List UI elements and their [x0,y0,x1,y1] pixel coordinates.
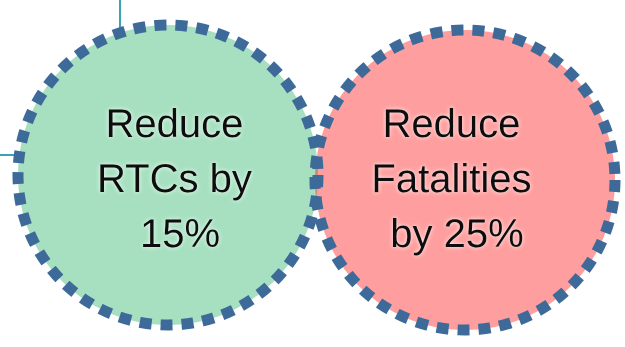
circle-fatalities-border [309,24,621,336]
circle-fatalities-line-3: by 25% [390,212,523,256]
circle-fatalities-fill [315,30,615,330]
circle-rtcs-border [12,19,324,331]
circle-fatalities-line-2: Fatalities [371,157,531,201]
circle-rtcs-label: Reduce RTCs by 15% [97,102,263,256]
circle-rtcs-line-2: RTCs by [97,157,252,201]
circle-fatalities-line-1: Reduce [383,102,521,146]
circle-rtcs-fill [18,25,318,325]
circle-rtcs-line-1: Reduce [106,102,244,146]
circle-rtcs-line-3: 15% [140,212,220,256]
circle-fatalities-label: Reduce Fatalities by 25% [371,102,542,256]
